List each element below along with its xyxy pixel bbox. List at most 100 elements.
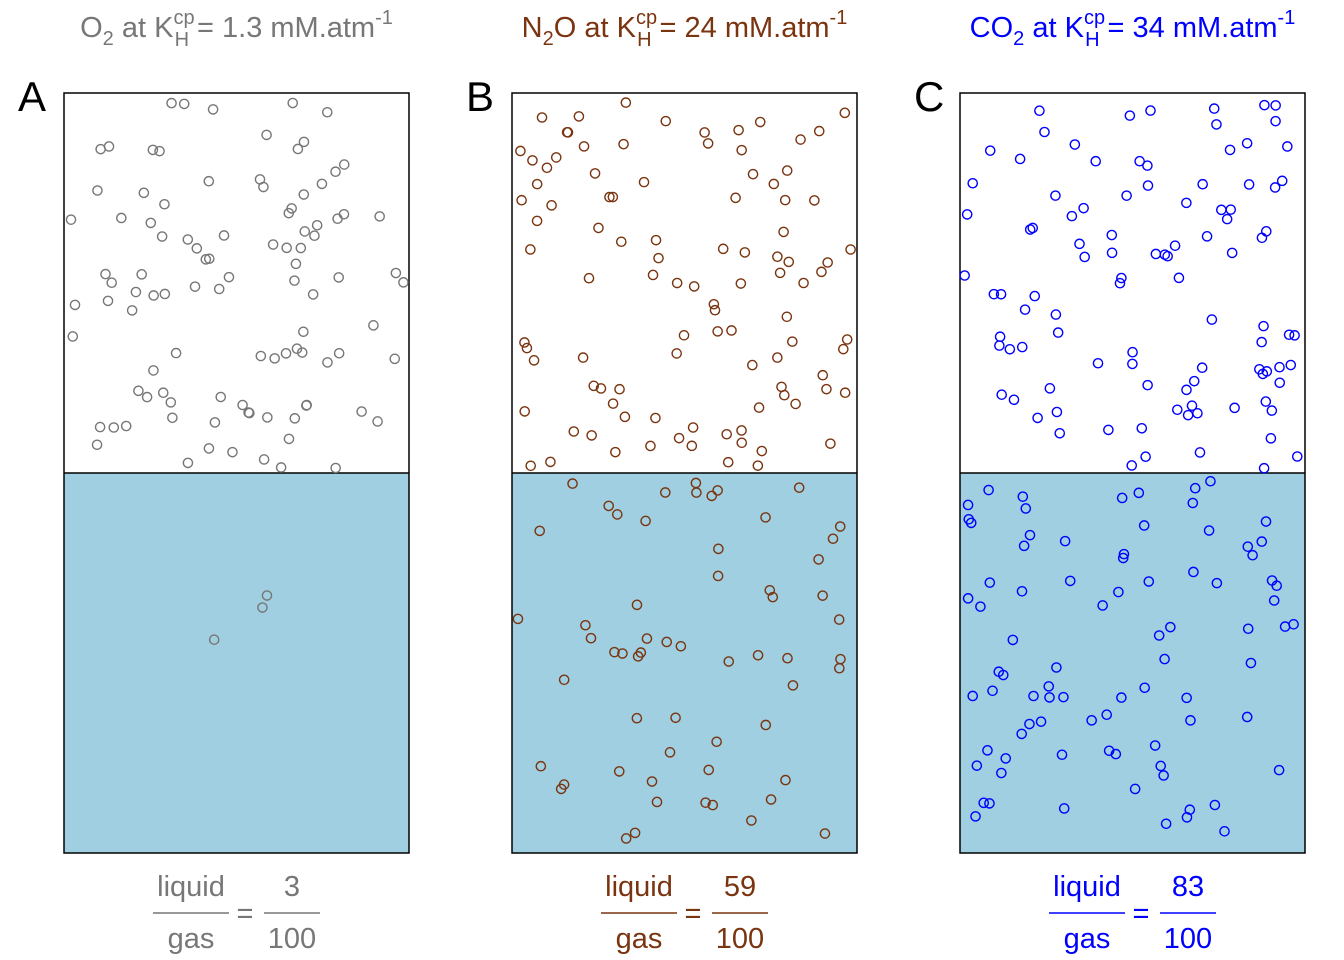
liquid-molecule [1117, 552, 1129, 564]
liquid-molecule [1139, 682, 1151, 694]
gas-molecule [531, 178, 543, 190]
gas-molecule [550, 152, 562, 163]
liquid-molecule [1271, 580, 1283, 592]
liquid-molecule [585, 632, 597, 644]
gas-molecule [678, 330, 690, 341]
gas-molecule [1181, 384, 1192, 396]
gas-molecule [959, 270, 970, 281]
gas-molecule [103, 141, 115, 152]
liquid-molecule [1159, 653, 1170, 665]
gas-molecule [316, 178, 328, 190]
gas-molecule [157, 387, 169, 399]
gas-molecule [1092, 357, 1104, 369]
gas-molecule [165, 397, 177, 408]
liquid-molecule [713, 543, 724, 555]
gas-molecule [130, 286, 142, 298]
liquid-molecule [1086, 715, 1097, 726]
gas-molecule [1004, 343, 1016, 355]
gas-molecule [816, 266, 827, 278]
gas-molecule [215, 391, 227, 403]
gas-molecule [988, 288, 1000, 300]
gas-molecule [1276, 175, 1288, 187]
gas-molecule [1066, 210, 1078, 222]
gas-molecule [1169, 240, 1181, 251]
gas-molecule [356, 406, 367, 417]
gas-molecule [333, 347, 345, 359]
gas-molecule [1103, 424, 1114, 436]
gas-molecule [182, 234, 194, 245]
liquid-molecule [1020, 503, 1032, 514]
liquid-molecule [1007, 634, 1019, 646]
gas-molecule [1114, 277, 1126, 289]
gas-molecule [1282, 141, 1293, 152]
gas-molecule [213, 283, 225, 295]
gas-molecule [338, 208, 350, 220]
gas-molecule [739, 247, 751, 258]
gas-molecule [578, 141, 590, 152]
gas-molecule [120, 420, 132, 432]
liquid-molecule [962, 593, 974, 604]
gas-molecule [1134, 155, 1145, 167]
liquid-molecule [580, 619, 591, 631]
gas-molecule [790, 398, 801, 410]
liquid-label: liquid [157, 871, 225, 903]
gas-molecule [1016, 341, 1028, 353]
gas-molecule [1142, 379, 1153, 391]
liquid-molecule [1044, 692, 1055, 703]
gas-molecule [795, 134, 806, 145]
liquid-molecule [512, 613, 524, 625]
liquid-molecule [1118, 548, 1130, 560]
liquid-phase [512, 473, 857, 853]
gas-molecule [1259, 99, 1270, 111]
liquid-molecule [996, 767, 1007, 779]
liquid-molecule [787, 680, 799, 691]
gas-count: 100 [716, 923, 764, 955]
gas-molecule [1188, 375, 1200, 387]
gas-molecule [747, 359, 758, 371]
gas-molecule [203, 443, 215, 454]
gas-molecule [332, 213, 343, 224]
gas-molecule [254, 174, 266, 185]
liquid-molecule [764, 584, 776, 596]
gas-molecule [1258, 462, 1270, 474]
gas-molecule [586, 430, 597, 441]
liquid-molecule [1184, 804, 1196, 816]
gas-molecule [136, 269, 147, 280]
gas-molecule [561, 126, 573, 138]
gas-molecule [1269, 182, 1281, 193]
gas-molecule [1265, 433, 1277, 444]
liquid-molecule [752, 649, 764, 661]
gas-molecule [1216, 204, 1227, 216]
gas-molecule [166, 97, 177, 109]
gas-molecule [178, 98, 190, 110]
gas-molecule [1258, 320, 1269, 332]
liquid-molecule [767, 591, 779, 603]
gas-molecule [984, 145, 996, 156]
liquid-molecule [1064, 575, 1076, 587]
gas-molecule [686, 440, 698, 452]
gas-molecule [145, 217, 157, 229]
liquid-molecule [760, 719, 772, 731]
gas-molecule [309, 230, 320, 241]
liquid-molecule [1160, 818, 1172, 830]
gas-molecule [516, 194, 527, 206]
liquid-molecule [962, 499, 974, 511]
gas-molecule [1226, 247, 1238, 259]
gas-molecule [845, 244, 856, 255]
liquid-molecule [611, 509, 623, 520]
gas-molecule [292, 143, 304, 155]
gas-molecule [1140, 451, 1151, 462]
gas-molecule [1126, 460, 1138, 471]
gas-molecule [398, 277, 409, 288]
gas-molecule [712, 326, 723, 337]
liquid-molecule [983, 484, 994, 496]
liquid-molecule [765, 794, 777, 805]
gas-molecule [660, 115, 672, 127]
gas-molecule [519, 406, 531, 417]
gas-molecule [203, 253, 215, 265]
liquid-molecule [1247, 549, 1258, 561]
gas-molecule [717, 243, 729, 255]
liquid-molecule [1165, 621, 1176, 633]
gas-molecule [527, 155, 538, 166]
